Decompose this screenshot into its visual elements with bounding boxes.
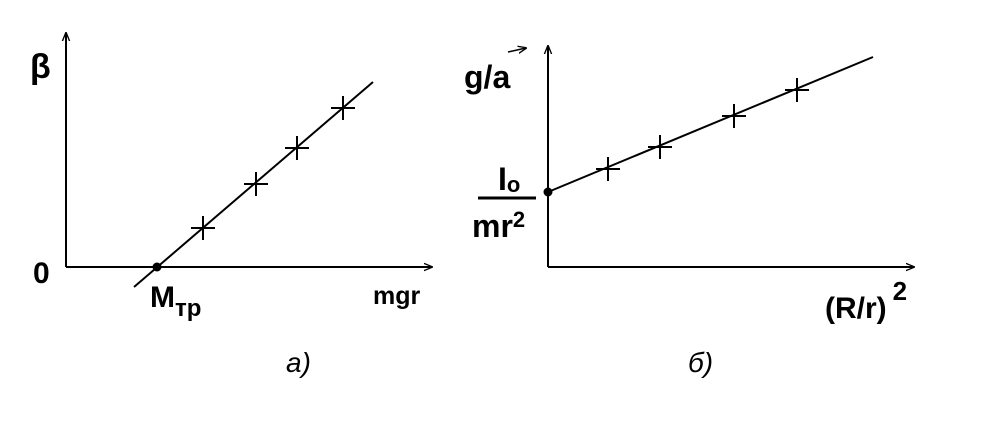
panel-a-x-label: mgr [373, 282, 421, 310]
panel-a-marker-1 [191, 216, 215, 240]
panel-b-y-label: g/a [464, 59, 510, 95]
panel-b-intercept-num-sub: o [507, 172, 520, 197]
panel-a-y-label: β [30, 48, 51, 86]
panel-b-marker-3 [722, 104, 746, 128]
panel-a-origin-label: 0 [33, 257, 50, 290]
panel-b-caption: б) [688, 347, 713, 378]
panel-b-vector-arrow [507, 48, 526, 52]
panel-b-x-label-sup: 2 [893, 276, 907, 306]
panel-a-caption: а) [286, 347, 311, 378]
panel-b-fit-line [547, 56, 874, 193]
panel-a: β 0 mgr Mтр а) [30, 33, 432, 378]
panel-a-marker-3 [285, 136, 309, 160]
panel-b-intercept-numerator: Io [498, 161, 520, 197]
panel-b-marker-4 [785, 78, 809, 102]
panel-a-marker-4 [331, 96, 355, 120]
panel-a-intercept-sub: тр [175, 295, 201, 322]
panel-b-y-label-vector: a [492, 59, 510, 95]
panel-b-marker-2 [648, 135, 672, 159]
panel-a-marker-2 [244, 172, 268, 196]
panel-b-x-label: (R/r)2 [825, 276, 907, 325]
panel-b: g/a Io mr2 (R/r)2 б) [464, 46, 914, 378]
panel-a-intercept-label: Mтр [150, 281, 201, 322]
panel-b-intercept-denominator: mr2 [472, 207, 525, 244]
panel-a-intercept-dot [152, 262, 162, 272]
panel-b-intercept-dot [543, 187, 553, 197]
panel-b-intercept-den-sup: 2 [513, 207, 525, 232]
panel-b-marker-1 [596, 157, 620, 181]
